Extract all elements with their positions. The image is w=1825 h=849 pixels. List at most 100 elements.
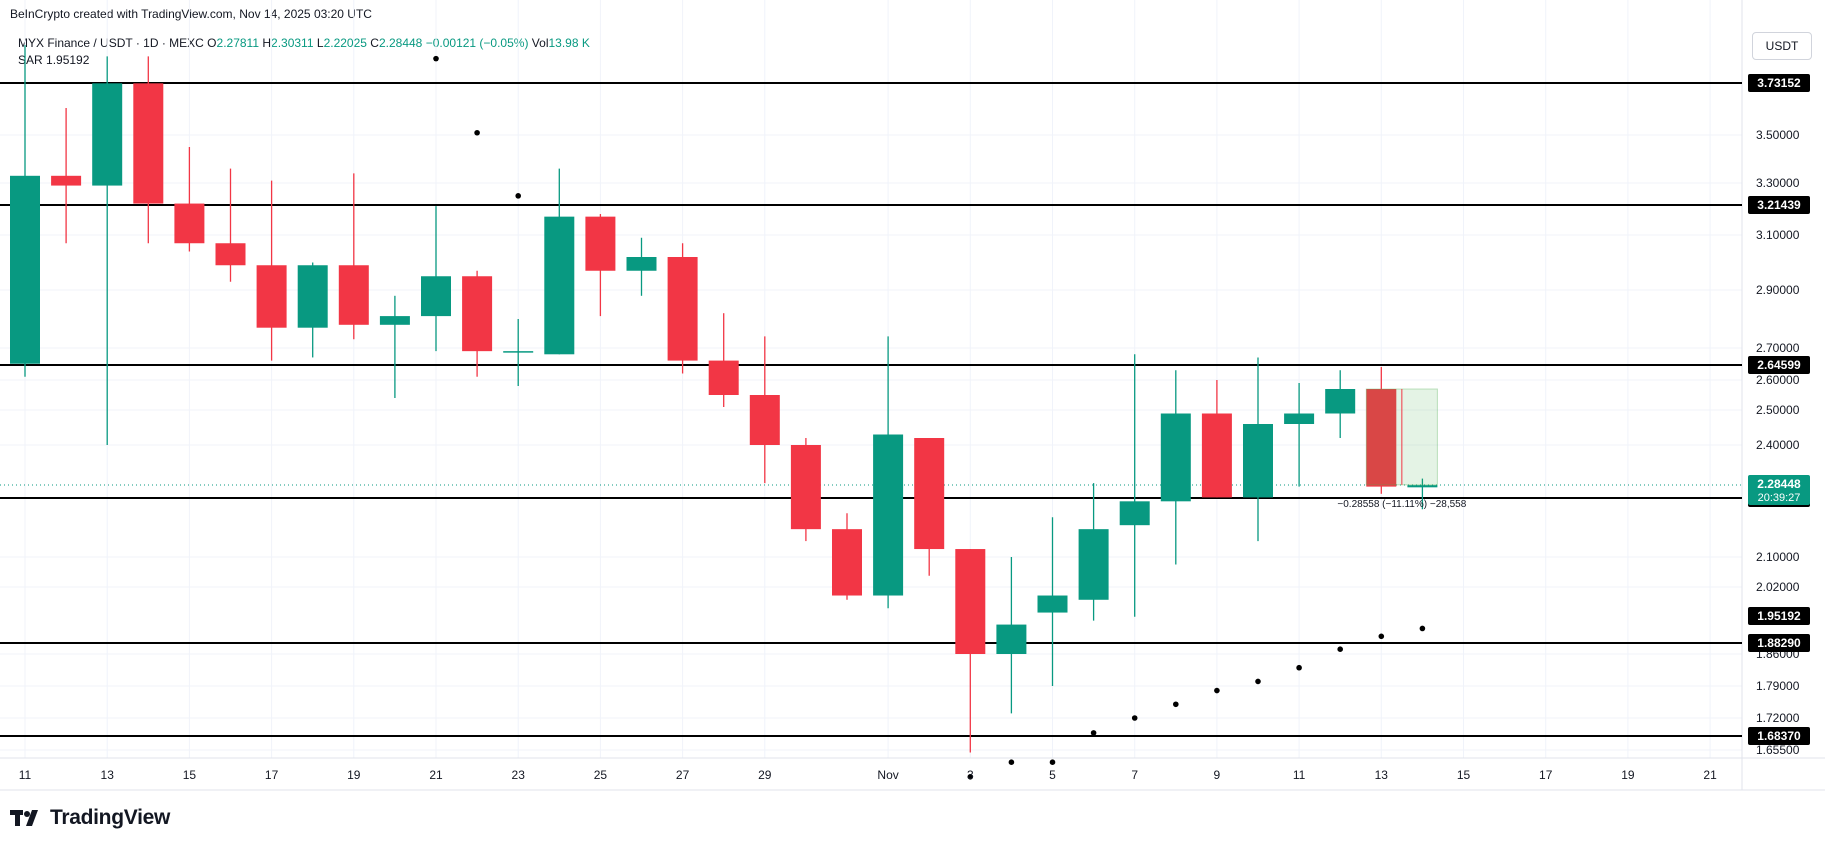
time-axis-label: 15 [183,768,197,782]
candle-down[interactable] [749,395,780,445]
time-axis-label: 21 [429,768,443,782]
candle-up[interactable] [1078,529,1109,600]
sar-dot [1090,730,1097,736]
level-price-tag-bg [1748,196,1810,214]
candle-up[interactable] [1325,389,1356,414]
sar-dot [1296,664,1302,671]
candle-down[interactable] [955,549,986,654]
sar-dot [1419,625,1426,632]
candle-down[interactable] [914,438,945,550]
last-price-tag: 2.28448 [1757,477,1801,491]
candle-down[interactable] [708,360,739,395]
time-axis-label: 27 [676,768,690,782]
time-axis-label: 9 [1214,768,1221,782]
symbol-title[interactable]: MYX Finance / USDT · 1D · MEXC [18,36,204,50]
tradingview-brand: TradingView [10,806,170,830]
sar-dot [1049,759,1056,765]
candle-up[interactable] [1284,413,1315,425]
candle-up[interactable] [1160,413,1191,502]
level-price-tag-bg [1748,634,1810,652]
time-axis-label: 13 [1375,768,1389,782]
time-axis-label: Nov [877,768,898,782]
chart-legend: MYX Finance / USDT · 1D · MEXC O2.27811 … [18,35,590,69]
sar-dot [1214,687,1220,694]
sar-legend-row: SAR 1.95192 [18,52,590,69]
price-axis-label: 1.79000 [1756,679,1800,693]
sar-dot [1008,759,1015,765]
candle-down[interactable] [215,243,246,266]
candle-up[interactable] [92,83,123,186]
level-price-tag-bg [1748,727,1810,745]
price-axis-label: 1.72000 [1756,711,1800,725]
price-axis-label: 3.10000 [1756,228,1800,242]
chart-attribution: BeInCrypto created with TradingView.com,… [10,7,372,21]
price-axis-label: 2.50000 [1756,403,1800,417]
candle-down[interactable] [832,529,862,596]
time-axis-label: 29 [758,768,772,782]
candle-up[interactable] [297,265,328,328]
currency-unit-button[interactable]: USDT [1752,32,1812,60]
candle-down[interactable] [51,175,82,186]
low-value: 2.22025 [323,36,367,50]
candle-up[interactable] [10,175,40,364]
candle-down[interactable] [338,265,369,325]
sar-price-tag-bg [1748,607,1810,625]
level-price-tag-bg [1748,74,1810,92]
price-axis-label: 2.90000 [1756,283,1800,297]
high-value: 2.30311 [271,36,314,50]
candle-up[interactable] [996,624,1027,654]
candle-down[interactable] [256,265,287,328]
candle-up[interactable] [1037,595,1068,613]
candle-down[interactable] [790,445,821,530]
level-price-tag: 2.64599 [1757,358,1801,372]
price-axis-label: 3.30000 [1756,176,1800,190]
time-axis-label: 11 [19,768,32,782]
candle-up[interactable] [873,434,904,596]
candle-down[interactable] [667,257,698,361]
time-axis-label: 5 [1049,768,1056,782]
low-label: L [316,36,324,50]
volume-label: Vol [531,36,549,50]
open-label: O [207,36,217,50]
candle-up[interactable] [544,216,575,355]
measure-label: −0.28558 (−11.11%) −28,558 [1337,499,1466,510]
time-axis-label: 23 [512,768,526,782]
candle-up[interactable] [1119,501,1150,526]
time-axis-label: 21 [1703,768,1717,782]
sar-dot [1173,701,1179,708]
high-label: H [262,36,272,50]
time-axis-label: 19 [347,768,361,782]
time-axis-label: 3 [967,768,974,782]
change-value: −0.00121 (−0.05%) [425,36,529,50]
sar-dot [1131,715,1138,721]
candle-up[interactable] [1407,485,1438,488]
candle-down[interactable] [585,216,616,271]
sar-dot [515,193,521,199]
price-chart[interactable]: −0.28558 (−11.11%) −28,558 11 13 15 17 19 21 23… [0,0,1825,800]
candle-up[interactable] [421,276,451,317]
candle-up[interactable] [1243,424,1273,498]
sar-dot [967,774,974,780]
candle-up[interactable] [379,316,410,325]
time-axis-label: 19 [1621,768,1635,782]
candle-up[interactable] [503,351,534,353]
open-value: 2.27811 [216,36,260,50]
price-axis-label: 2.60000 [1756,373,1800,387]
price-axis-label: 1.65500 [1756,743,1800,757]
candle-countdown: 20:39:27 [1758,492,1801,504]
sar-dot [1337,646,1343,652]
level-price-tag: 1.88290 [1757,636,1801,650]
candle-down[interactable] [174,203,205,244]
candle-down[interactable] [462,276,493,352]
brand-name: TradingView [50,806,171,829]
sar-value: 1.95192 [46,53,90,67]
last-price-tag-bg [1748,475,1810,505]
candle-down[interactable] [1201,413,1232,498]
candle-down[interactable] [133,83,164,204]
tradingview-logo-icon [10,810,38,826]
candle-down[interactable] [1366,389,1397,487]
candle-up[interactable] [626,257,657,271]
sar-label[interactable]: SAR [18,53,43,67]
close-label: C [370,36,379,50]
time-axis-label: 7 [1131,768,1138,782]
